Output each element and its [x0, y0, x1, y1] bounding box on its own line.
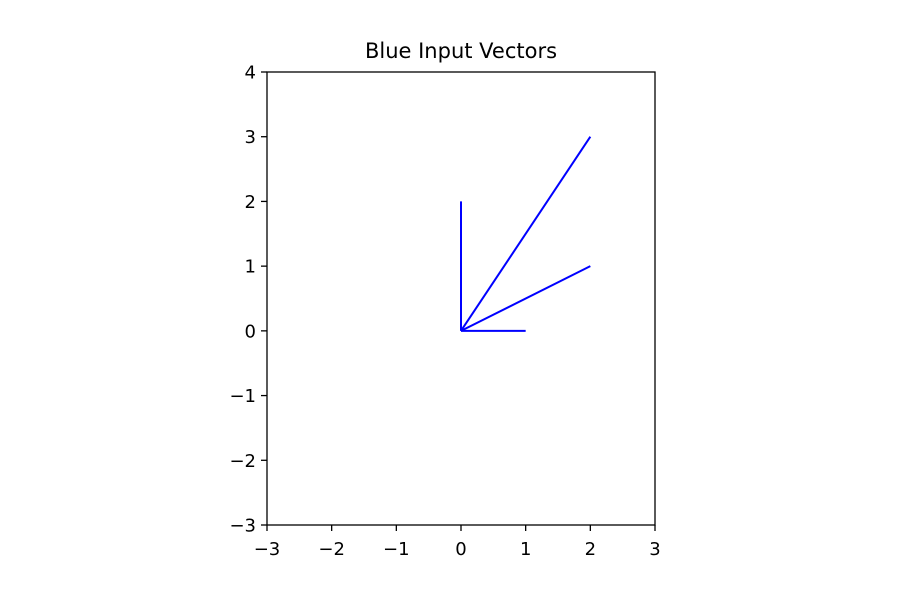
x-tick-label: 2: [585, 539, 596, 560]
y-tick-label: 4: [245, 63, 256, 84]
y-tick-label: −2: [229, 451, 256, 472]
y-tick-label: 1: [245, 257, 256, 278]
x-tick-label: 3: [649, 539, 660, 560]
y-tick-label: 0: [245, 321, 256, 342]
vector-4: [460, 136, 592, 332]
y-tick-label: 2: [245, 192, 256, 213]
x-tick-label: 1: [520, 539, 531, 560]
chart-title: Blue Input Vectors: [365, 39, 557, 63]
y-axis: −3 −2 −1 0 1 2 3 4: [229, 63, 267, 537]
y-tick-label: −3: [229, 516, 256, 537]
x-tick-label: −2: [318, 539, 345, 560]
x-tick-label: 0: [455, 539, 466, 560]
vectors-layer: [460, 136, 592, 332]
x-axis: −3 −2 −1 0 1 2 3: [254, 525, 661, 560]
x-tick-label: −1: [383, 539, 410, 560]
x-tick-label: −3: [254, 539, 281, 560]
vector-3: [460, 265, 591, 332]
y-tick-label: 3: [245, 127, 256, 148]
y-tick-label: −1: [229, 386, 256, 407]
